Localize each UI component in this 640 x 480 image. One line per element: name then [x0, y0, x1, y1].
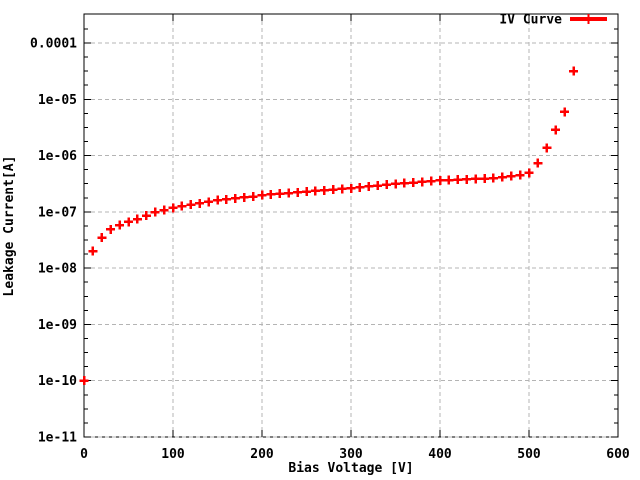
y-tick-label: 1e-05: [38, 93, 77, 108]
y-axis-title: Leakage Current[A]: [2, 156, 17, 297]
data-point-marker: [560, 107, 570, 117]
data-point-marker: [239, 192, 249, 202]
x-tick-label: 400: [428, 447, 452, 462]
data-point-marker: [497, 172, 507, 182]
data-point-marker: [471, 174, 481, 184]
x-tick-label: 200: [250, 447, 274, 462]
y-tick-label: 1e-06: [38, 149, 77, 164]
data-point-marker: [257, 190, 267, 200]
legend-label: IV Curve: [499, 13, 562, 28]
data-point-marker: [355, 182, 365, 192]
data-point-marker: [399, 178, 409, 188]
data-point-marker: [97, 233, 107, 243]
y-tick-label: 0.0001: [30, 36, 77, 51]
data-point-marker: [293, 187, 303, 197]
data-point-marker: [186, 200, 196, 210]
x-tick-label: 600: [606, 447, 630, 462]
data-point-marker: [221, 194, 231, 204]
data-point-marker: [569, 66, 578, 76]
x-tick-label: 300: [339, 447, 363, 462]
data-point-marker: [382, 180, 392, 190]
data-point-marker: [319, 185, 329, 195]
data-point-marker: [230, 193, 240, 203]
data-point-marker: [310, 186, 320, 196]
x-tick-label: 0: [80, 447, 88, 462]
data-point-marker: [373, 181, 383, 191]
data-point-marker: [124, 217, 133, 227]
data-point-marker: [506, 171, 516, 181]
data-point-marker: [488, 173, 498, 183]
data-point-marker: [551, 125, 561, 135]
data-point-marker: [391, 179, 400, 189]
data-point-marker: [542, 143, 552, 153]
data-point-marker: [417, 177, 427, 187]
data-point-marker: [337, 184, 347, 194]
data-point-marker: [453, 175, 463, 185]
data-point-marker: [213, 195, 222, 205]
y-tick-label: 1e-09: [38, 318, 77, 333]
data-point-marker: [533, 158, 543, 168]
data-point-marker: [515, 170, 525, 180]
data-point-marker: [480, 174, 489, 184]
data-point-marker: [132, 214, 142, 224]
data-point-marker: [364, 181, 374, 191]
x-axis-title: Bias Voltage [V]: [288, 461, 413, 476]
y-tick-label: 1e-10: [38, 374, 77, 389]
data-point-marker: [88, 246, 98, 256]
data-point-marker: [426, 176, 436, 186]
data-point-marker: [275, 189, 285, 199]
y-tick-label: 1e-08: [38, 262, 77, 277]
data-point-marker: [150, 207, 160, 217]
data-point-marker: [462, 174, 472, 184]
data-point-marker: [444, 175, 454, 185]
data-point-marker: [266, 189, 276, 199]
data-point-marker: [168, 203, 178, 213]
data-point-marker: [302, 187, 311, 197]
data-point-marker: [408, 178, 418, 188]
data-point-marker: [106, 224, 116, 234]
data-point-marker: [435, 175, 445, 185]
y-tick-label: 1e-07: [38, 205, 77, 220]
y-tick-label: 1e-11: [38, 431, 77, 446]
x-tick-label: 500: [517, 447, 541, 462]
data-point-marker: [328, 185, 338, 195]
data-point-marker: [115, 220, 125, 230]
data-point-marker: [346, 183, 356, 193]
data-point-marker: [159, 205, 169, 215]
data-point-marker: [248, 192, 258, 202]
data-point-marker: [141, 211, 151, 221]
data-point-marker: [524, 168, 534, 178]
data-point-marker: [177, 201, 187, 211]
data-point-marker: [79, 376, 89, 386]
data-point-marker: [204, 197, 214, 207]
data-point-marker: [195, 198, 205, 208]
data-point-marker: [284, 188, 294, 198]
x-tick-label: 100: [161, 447, 185, 462]
